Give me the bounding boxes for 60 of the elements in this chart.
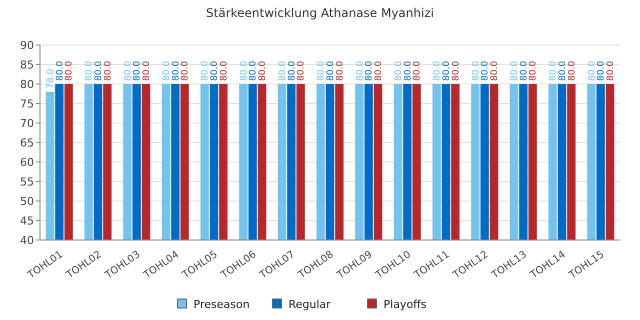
- chart-title: Stärkeentwicklung Athanase Myanhizi: [206, 6, 434, 20]
- y-tick-label: 60: [20, 156, 34, 169]
- text: 80.0: [403, 60, 414, 81]
- y-tick-label: 70: [20, 116, 34, 130]
- text: 80.0: [132, 60, 143, 81]
- text: 80.0: [219, 60, 230, 81]
- y-tick-label: 65: [20, 136, 34, 150]
- y-tick-label: 40: [20, 234, 34, 247]
- text: 80.0: [364, 60, 375, 81]
- text: 80.0: [258, 60, 268, 81]
- text: 80.0: [210, 60, 220, 81]
- y-tick-label: 45: [20, 214, 34, 228]
- legend-label: Regular: [288, 298, 332, 311]
- text: 80.0: [490, 60, 500, 81]
- text: 80.0: [84, 60, 95, 81]
- y-tick-label: 50: [20, 194, 34, 208]
- text: 80.0: [480, 60, 491, 81]
- text: 80.0: [606, 60, 616, 81]
- y-tick-label: 80: [20, 78, 34, 91]
- text: 78.0: [46, 68, 56, 89]
- text: 80.0: [528, 60, 539, 81]
- text: 80.0: [142, 60, 152, 81]
- text: 80.0: [296, 60, 307, 81]
- text: 80.0: [316, 60, 327, 81]
- legend-label: Playoffs: [384, 298, 427, 311]
- text: 80.0: [335, 60, 346, 81]
- y-tick-label: 75: [20, 97, 34, 110]
- text: 80.0: [442, 60, 452, 81]
- y-tick-label: 55: [20, 175, 34, 188]
- text: 80.0: [394, 60, 404, 81]
- text: 80.0: [278, 60, 288, 81]
- text: 80.0: [200, 60, 211, 81]
- y-tick-label: 90: [20, 38, 34, 52]
- text: 80.0: [326, 60, 336, 81]
- text: 80.0: [558, 60, 568, 81]
- text: 80.0: [374, 60, 384, 81]
- text: 80.0: [432, 60, 443, 81]
- text: 80.0: [239, 60, 250, 81]
- text: 80.0: [587, 60, 598, 81]
- text: 80.0: [180, 60, 191, 81]
- text: 80.0: [596, 60, 607, 81]
- text: 80.0: [94, 60, 104, 81]
- text: 80.0: [171, 60, 182, 81]
- text: 80.0: [123, 60, 134, 81]
- text: 80.0: [548, 60, 559, 81]
- text: 80.0: [287, 60, 298, 81]
- text: 80.0: [412, 60, 423, 81]
- y-tick-label: 85: [20, 58, 34, 72]
- legend-label: Preseason: [194, 298, 250, 311]
- text: 80.0: [519, 60, 530, 81]
- text: 80.0: [510, 60, 520, 81]
- text: 80.0: [355, 60, 366, 81]
- text: 80.0: [55, 60, 66, 81]
- text: 80.0: [451, 60, 462, 81]
- text: 80.0: [64, 60, 75, 81]
- text: 80.0: [103, 60, 114, 81]
- text: 80.0: [162, 60, 172, 81]
- text: 80.0: [471, 60, 482, 81]
- text: 80.0: [567, 60, 578, 81]
- text: 80.0: [248, 60, 259, 81]
